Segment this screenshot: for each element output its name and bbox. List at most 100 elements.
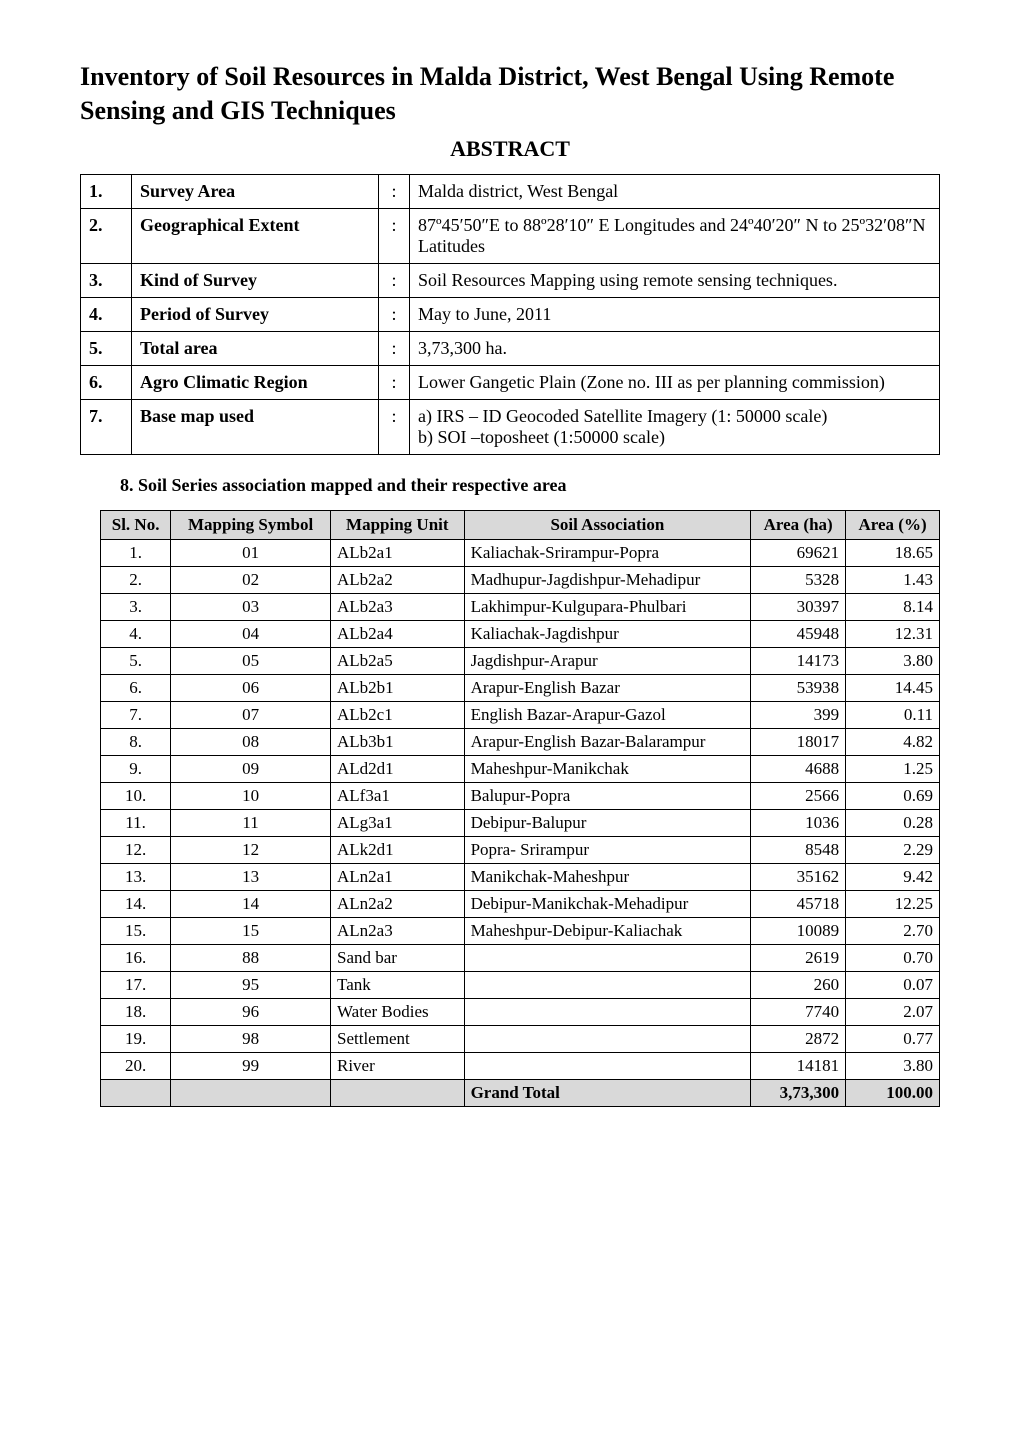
cell-association: Debipur-Balupur xyxy=(464,809,751,836)
cell-symbol: 05 xyxy=(171,647,331,674)
table-header-row: Sl. No. Mapping Symbol Mapping Unit Soil… xyxy=(101,510,940,539)
cell-area-pct: 12.25 xyxy=(846,890,940,917)
cell-sl: 5. xyxy=(101,647,171,674)
cell-unit: Water Bodies xyxy=(331,998,465,1025)
cell-area-pct: 18.65 xyxy=(846,539,940,566)
cell-unit: ALb2c1 xyxy=(331,701,465,728)
table-row: 6.06ALb2b1Arapur-English Bazar5393814.45 xyxy=(101,674,940,701)
col-area-ha: Area (ha) xyxy=(751,510,846,539)
cell-sl: 7. xyxy=(101,701,171,728)
cell-area-pct: 12.31 xyxy=(846,620,940,647)
info-row-number: 7. xyxy=(81,399,132,454)
cell-association xyxy=(464,944,751,971)
cell-symbol: 04 xyxy=(171,620,331,647)
cell-unit: ALk2d1 xyxy=(331,836,465,863)
cell-unit: ALn2a1 xyxy=(331,863,465,890)
cell-association: Manikchak-Maheshpur xyxy=(464,863,751,890)
cell-association: Jagdishpur-Arapur xyxy=(464,647,751,674)
cell-unit: Tank xyxy=(331,971,465,998)
cell-area-pct: 0.69 xyxy=(846,782,940,809)
cell-association: Debipur-Manikchak-Mehadipur xyxy=(464,890,751,917)
cell-area-pct: 8.14 xyxy=(846,593,940,620)
cell-area-ha: 4688 xyxy=(751,755,846,782)
cell-sl: 19. xyxy=(101,1025,171,1052)
info-row-colon: : xyxy=(379,331,410,365)
cell-sl: 15. xyxy=(101,917,171,944)
info-row-colon: : xyxy=(379,297,410,331)
cell-area-pct: 3.80 xyxy=(846,1052,940,1079)
cell-unit: ALb2a4 xyxy=(331,620,465,647)
info-row-colon: : xyxy=(379,365,410,399)
cell-symbol: 99 xyxy=(171,1052,331,1079)
info-row-number: 3. xyxy=(81,263,132,297)
col-symbol: Mapping Symbol xyxy=(171,510,331,539)
cell-sl: 3. xyxy=(101,593,171,620)
cell-area-ha: 10089 xyxy=(751,917,846,944)
cell-area-ha: 45948 xyxy=(751,620,846,647)
cell-sl: 11. xyxy=(101,809,171,836)
info-row-label: Geographical Extent xyxy=(132,208,379,263)
col-assoc: Soil Association xyxy=(464,510,751,539)
cell-symbol: 09 xyxy=(171,755,331,782)
cell-area-ha: 69621 xyxy=(751,539,846,566)
info-row-value: Soil Resources Mapping using remote sens… xyxy=(410,263,940,297)
cell-area-pct: 2.29 xyxy=(846,836,940,863)
info-row-colon: : xyxy=(379,399,410,454)
cell-symbol: 10 xyxy=(171,782,331,809)
info-row-label: Agro Climatic Region xyxy=(132,365,379,399)
total-area-pct: 100.00 xyxy=(846,1079,940,1106)
cell-area-ha: 5328 xyxy=(751,566,846,593)
table-row: 9.09ALd2d1Maheshpur-Manikchak46881.25 xyxy=(101,755,940,782)
cell-sl: 13. xyxy=(101,863,171,890)
info-row: 5.Total area:3,73,300 ha. xyxy=(81,331,940,365)
cell-association: Arapur-English Bazar-Balarampur xyxy=(464,728,751,755)
info-row: 3.Kind of Survey:Soil Resources Mapping … xyxy=(81,263,940,297)
info-row-value: Malda district, West Bengal xyxy=(410,174,940,208)
info-row-number: 1. xyxy=(81,174,132,208)
cell-symbol: 11 xyxy=(171,809,331,836)
info-row-number: 5. xyxy=(81,331,132,365)
table-row: 10.10ALf3a1Balupur-Popra25660.69 xyxy=(101,782,940,809)
cell-area-ha: 30397 xyxy=(751,593,846,620)
section8-heading: 8. Soil Series association mapped and th… xyxy=(120,475,940,496)
table-row: 8.08ALb3b1Arapur-English Bazar-Balarampu… xyxy=(101,728,940,755)
cell-association xyxy=(464,1025,751,1052)
cell-sl: 9. xyxy=(101,755,171,782)
abstract-heading: ABSTRACT xyxy=(80,136,940,162)
cell-sl: 17. xyxy=(101,971,171,998)
info-table: 1.Survey Area:Malda district, West Benga… xyxy=(80,174,940,455)
table-row: 11.11ALg3a1Debipur-Balupur10360.28 xyxy=(101,809,940,836)
cell-symbol: 98 xyxy=(171,1025,331,1052)
cell-area-ha: 260 xyxy=(751,971,846,998)
table-row: 12.12ALk2d1Popra- Srirampur85482.29 xyxy=(101,836,940,863)
cell-symbol: 95 xyxy=(171,971,331,998)
cell-sl: 8. xyxy=(101,728,171,755)
table-row: 17.95Tank 2600.07 xyxy=(101,971,940,998)
info-row-value: 87º45′50″E to 88º28′10″ E Longitudes and… xyxy=(410,208,940,263)
cell-unit: River xyxy=(331,1052,465,1079)
cell-symbol: 01 xyxy=(171,539,331,566)
info-row-value: a) IRS – ID Geocoded Satellite Imagery (… xyxy=(410,399,940,454)
table-row: 4.04ALb2a4Kaliachak-Jagdishpur4594812.31 xyxy=(101,620,940,647)
cell-area-pct: 0.11 xyxy=(846,701,940,728)
cell-area-ha: 14173 xyxy=(751,647,846,674)
cell-unit: ALg3a1 xyxy=(331,809,465,836)
cell-association: Maheshpur-Debipur-Kaliachak xyxy=(464,917,751,944)
info-row-number: 6. xyxy=(81,365,132,399)
cell-symbol: 03 xyxy=(171,593,331,620)
cell-unit: ALf3a1 xyxy=(331,782,465,809)
cell-area-pct: 14.45 xyxy=(846,674,940,701)
cell-area-ha: 7740 xyxy=(751,998,846,1025)
cell-sl: 4. xyxy=(101,620,171,647)
table-row: 3.03ALb2a3Lakhimpur-Kulgupara-Phulbari30… xyxy=(101,593,940,620)
info-row-colon: : xyxy=(379,174,410,208)
cell-association: Lakhimpur-Kulgupara-Phulbari xyxy=(464,593,751,620)
cell-symbol: 88 xyxy=(171,944,331,971)
cell-symbol: 07 xyxy=(171,701,331,728)
cell-area-pct: 0.07 xyxy=(846,971,940,998)
cell-area-ha: 1036 xyxy=(751,809,846,836)
cell-unit: ALd2d1 xyxy=(331,755,465,782)
cell-area-ha: 53938 xyxy=(751,674,846,701)
col-area-pct: Area (%) xyxy=(846,510,940,539)
cell-area-ha: 8548 xyxy=(751,836,846,863)
